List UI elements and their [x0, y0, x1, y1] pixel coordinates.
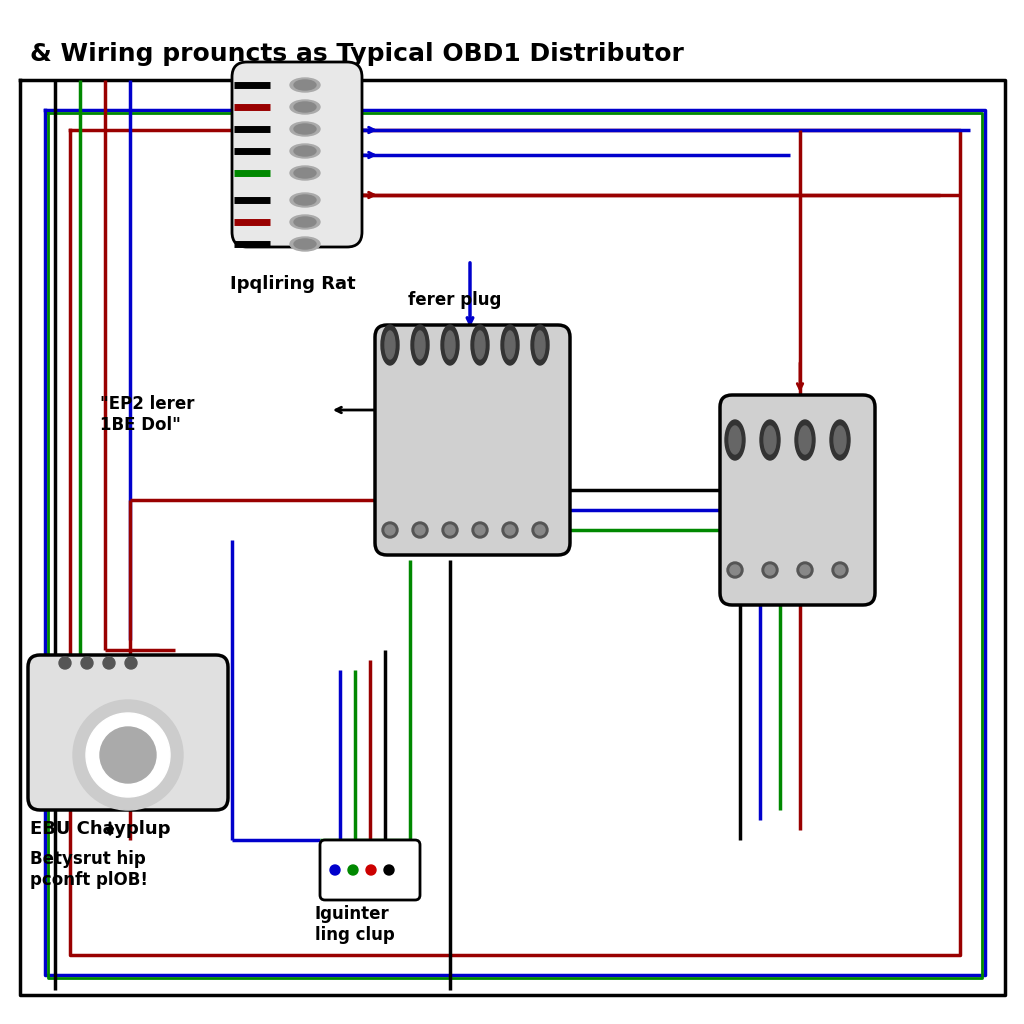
FancyBboxPatch shape [28, 655, 228, 810]
Text: Iguinter
ling clup: Iguinter ling clup [315, 905, 394, 944]
Ellipse shape [382, 522, 398, 538]
Text: Ignition Cril
Sumber: Ignition Cril Sumber [745, 400, 855, 439]
FancyBboxPatch shape [232, 62, 362, 247]
Circle shape [348, 865, 358, 874]
Ellipse shape [535, 525, 545, 535]
Ellipse shape [505, 331, 515, 359]
Ellipse shape [472, 522, 488, 538]
Ellipse shape [475, 331, 485, 359]
Ellipse shape [59, 657, 71, 669]
Ellipse shape [381, 325, 399, 365]
Ellipse shape [294, 239, 316, 249]
Ellipse shape [799, 426, 811, 454]
Ellipse shape [765, 565, 775, 575]
Ellipse shape [727, 562, 743, 578]
Ellipse shape [290, 193, 319, 207]
Ellipse shape [760, 420, 780, 460]
Circle shape [330, 865, 340, 874]
Ellipse shape [535, 331, 545, 359]
Ellipse shape [294, 80, 316, 90]
Ellipse shape [445, 525, 455, 535]
Ellipse shape [415, 331, 425, 359]
Ellipse shape [290, 237, 319, 251]
Ellipse shape [294, 168, 316, 178]
Ellipse shape [412, 522, 428, 538]
Ellipse shape [290, 166, 319, 180]
Ellipse shape [502, 522, 518, 538]
Circle shape [73, 700, 183, 810]
FancyBboxPatch shape [319, 840, 420, 900]
Ellipse shape [385, 525, 395, 535]
Ellipse shape [834, 426, 846, 454]
Ellipse shape [442, 522, 458, 538]
Ellipse shape [125, 657, 137, 669]
Text: "EP2 lerer
1BE Dol": "EP2 lerer 1BE Dol" [100, 395, 195, 434]
Ellipse shape [800, 565, 810, 575]
Text: EBU Chayplup: EBU Chayplup [30, 820, 171, 838]
Ellipse shape [290, 122, 319, 136]
Ellipse shape [294, 195, 316, 205]
Circle shape [100, 727, 156, 783]
Ellipse shape [532, 522, 548, 538]
Ellipse shape [103, 657, 115, 669]
Ellipse shape [475, 525, 485, 535]
Ellipse shape [385, 331, 395, 359]
Ellipse shape [294, 146, 316, 156]
Ellipse shape [835, 565, 845, 575]
Text: ferer plug: ferer plug [409, 291, 502, 309]
Ellipse shape [290, 144, 319, 158]
Circle shape [366, 865, 376, 874]
FancyBboxPatch shape [720, 395, 874, 605]
Ellipse shape [294, 102, 316, 112]
Ellipse shape [795, 420, 815, 460]
Ellipse shape [505, 525, 515, 535]
FancyBboxPatch shape [375, 325, 570, 555]
Ellipse shape [290, 215, 319, 229]
Text: Betysrut hip
pconft plOB!: Betysrut hip pconft plOB! [30, 850, 148, 889]
Ellipse shape [294, 217, 316, 227]
Ellipse shape [415, 525, 425, 535]
Ellipse shape [441, 325, 459, 365]
Ellipse shape [471, 325, 489, 365]
Ellipse shape [725, 420, 745, 460]
Ellipse shape [81, 657, 93, 669]
Ellipse shape [290, 100, 319, 114]
Ellipse shape [730, 565, 740, 575]
Ellipse shape [764, 426, 776, 454]
Circle shape [86, 713, 170, 797]
Ellipse shape [831, 562, 848, 578]
Ellipse shape [501, 325, 519, 365]
Text: Ipqliring Rat: Ipqliring Rat [230, 275, 355, 293]
Ellipse shape [531, 325, 549, 365]
Ellipse shape [294, 124, 316, 134]
Ellipse shape [762, 562, 778, 578]
Ellipse shape [830, 420, 850, 460]
Text: & Wiring prouncts as Typical OBD1 Distributor: & Wiring prouncts as Typical OBD1 Distri… [30, 42, 684, 66]
Ellipse shape [445, 331, 455, 359]
Ellipse shape [411, 325, 429, 365]
Circle shape [384, 865, 394, 874]
Ellipse shape [797, 562, 813, 578]
Ellipse shape [729, 426, 741, 454]
Ellipse shape [290, 78, 319, 92]
